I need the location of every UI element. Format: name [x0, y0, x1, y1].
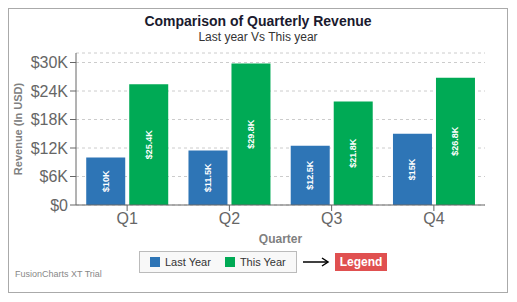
svg-text:$29.8K: $29.8K	[246, 119, 256, 149]
svg-text:$10K: $10K	[101, 170, 111, 192]
svg-text:$12K: $12K	[31, 140, 69, 157]
svg-text:Q4: Q4	[423, 210, 444, 227]
svg-text:Q2: Q2	[219, 210, 240, 227]
svg-text:$18K: $18K	[31, 111, 69, 128]
svg-text:$30K: $30K	[31, 54, 69, 71]
svg-text:Quarter: Quarter	[259, 232, 303, 245]
svg-text:$15K: $15K	[407, 158, 417, 180]
html-text:Legend: Legend	[339, 255, 383, 269]
svg-text:$0: $0	[50, 197, 68, 214]
svg-text:$26.8K: $26.8K	[450, 126, 460, 156]
svg-text:$24K: $24K	[31, 83, 69, 100]
svg-text:$6K: $6K	[40, 168, 69, 185]
svg-text:$25.4K: $25.4K	[144, 130, 154, 160]
svg-text:$11.5K: $11.5K	[203, 163, 213, 192]
html-text:Last year Vs This year: Last year Vs This year	[198, 30, 318, 44]
html-text:FusionCharts XT Trial: FusionCharts XT Trial	[15, 269, 102, 279]
svg-text:Q1: Q1	[116, 210, 137, 227]
html-text:Last Year: Last Year	[165, 256, 211, 268]
svg-text:$21.8K: $21.8K	[348, 138, 358, 168]
svg-text:Revenue (In USD): Revenue (In USD)	[12, 83, 24, 176]
svg-text:$12.5K: $12.5K	[305, 160, 315, 190]
html-text:Comparison of Quarterly Revenu: Comparison of Quarterly Revenue	[144, 13, 372, 29]
svg-text:Q3: Q3	[321, 210, 342, 227]
html-text:This Year: This Year	[239, 256, 286, 268]
